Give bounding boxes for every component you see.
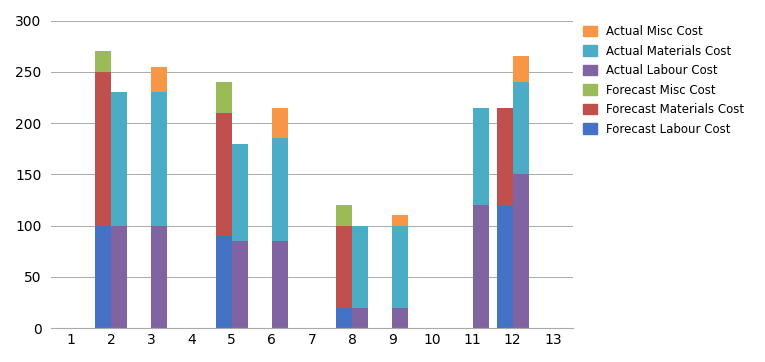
- Bar: [232, 241, 248, 328]
- Bar: [216, 113, 232, 236]
- Bar: [96, 72, 111, 226]
- Bar: [473, 108, 489, 205]
- Bar: [232, 144, 248, 241]
- Bar: [216, 82, 232, 113]
- Bar: [216, 236, 232, 328]
- Bar: [272, 138, 288, 241]
- Legend: Actual Misc Cost, Actual Materials Cost, Actual Labour Cost, Forecast Misc Cost,: Actual Misc Cost, Actual Materials Cost,…: [578, 21, 749, 140]
- Bar: [496, 108, 513, 205]
- Bar: [513, 56, 529, 82]
- Bar: [96, 226, 111, 328]
- Bar: [513, 82, 529, 174]
- Bar: [392, 308, 409, 328]
- Bar: [513, 174, 529, 328]
- Bar: [151, 92, 168, 226]
- Bar: [151, 226, 168, 328]
- Bar: [352, 226, 368, 308]
- Bar: [336, 205, 352, 226]
- Bar: [352, 308, 368, 328]
- Bar: [151, 67, 168, 92]
- Bar: [111, 226, 127, 328]
- Bar: [111, 92, 127, 226]
- Bar: [336, 308, 352, 328]
- Bar: [272, 108, 288, 138]
- Bar: [496, 205, 513, 328]
- Bar: [336, 226, 352, 308]
- Bar: [392, 215, 409, 226]
- Bar: [392, 226, 409, 308]
- Bar: [272, 241, 288, 328]
- Bar: [473, 205, 489, 328]
- Bar: [96, 51, 111, 72]
